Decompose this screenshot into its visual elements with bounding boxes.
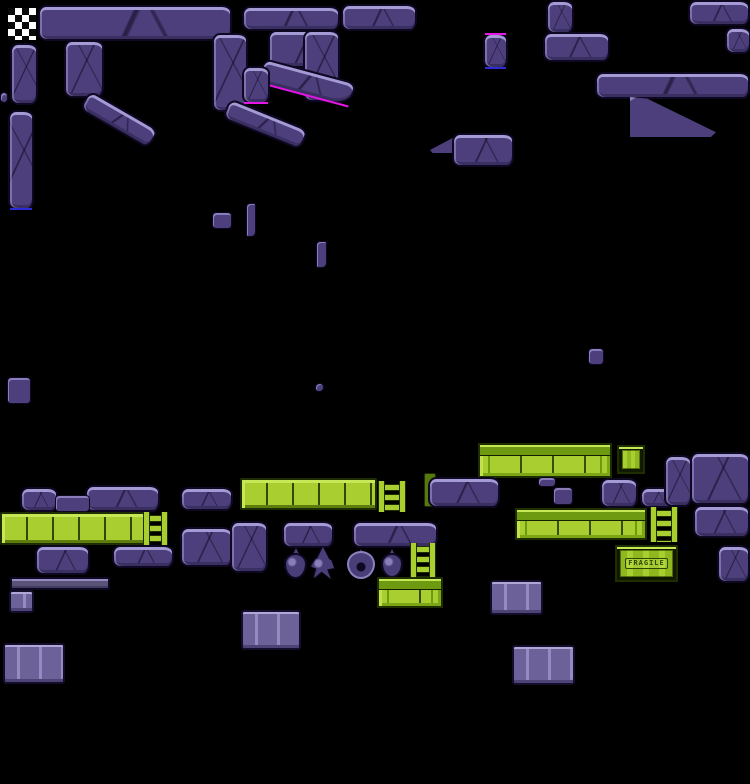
rock-shard-2 <box>316 241 327 268</box>
magenta-marker-line <box>244 102 268 104</box>
rock-boulder-mid <box>452 133 514 167</box>
rock-nub-left-edge <box>0 92 8 103</box>
stone-pillar-right-1 <box>490 580 543 615</box>
rock-strip-marked <box>483 33 508 69</box>
magenta-marker-line <box>485 33 506 35</box>
rock-block-right-1 <box>664 455 692 507</box>
rock-debris-left-edge <box>7 377 31 404</box>
rock-ledge-left-2 <box>85 485 160 512</box>
rock-ledge-far-right <box>693 505 750 538</box>
ladder-center-upper[interactable] <box>378 481 406 512</box>
rock-slope-center <box>221 98 309 151</box>
water-droplet-ringed <box>347 549 375 579</box>
stone-pillar-stub <box>9 590 34 613</box>
rock-connector <box>55 495 90 512</box>
cave-wall-lower <box>8 110 34 210</box>
checkered-flag-tile[interactable] <box>8 8 36 40</box>
plank-platform-center <box>240 478 377 510</box>
rock-floor-left-1 <box>35 545 90 575</box>
rock-pebble-1 <box>315 383 324 392</box>
rock-column-center <box>212 33 248 112</box>
fragile-crate[interactable]: FRAGILE <box>615 545 678 582</box>
wooden-crate-mid[interactable] <box>515 508 647 540</box>
fragile-label: FRAGILE <box>625 558 668 569</box>
rock-platform-top-center <box>341 4 417 31</box>
rock-slope-left <box>79 90 160 150</box>
pillar-cap <box>10 577 110 590</box>
ladder-right[interactable] <box>650 507 678 542</box>
rock-block-center <box>230 521 268 573</box>
rock-block-right-2 <box>690 452 750 505</box>
rock-ledge-center-right <box>428 477 500 508</box>
ladder-center-lower[interactable] <box>410 543 436 577</box>
rock-platform-top-left <box>38 5 232 41</box>
rock-ledge-left-1 <box>20 487 58 512</box>
rock-debris-1 <box>212 212 232 229</box>
rock-ledge-under-crate <box>600 478 638 508</box>
water-droplet-1 <box>284 548 307 579</box>
rock-boulder-right <box>543 32 610 62</box>
water-droplet-cracked <box>311 547 334 579</box>
blue-marker-line <box>10 208 32 210</box>
rock-slope-right <box>630 97 716 137</box>
wooden-crate-small[interactable] <box>377 577 443 608</box>
rock-debris-corner <box>725 27 750 54</box>
rock-platform-right <box>595 72 750 99</box>
wooden-crate-large[interactable] <box>478 443 612 478</box>
rock-shard-1 <box>246 203 256 237</box>
stone-pillar-bottom-left <box>3 643 65 684</box>
rock-platform-top-corner <box>688 0 750 26</box>
rock-column-left <box>64 40 104 98</box>
rock-ceiling-drips-1 <box>282 521 334 548</box>
blue-marker-line <box>485 67 506 69</box>
rock-pebble-3 <box>553 487 573 505</box>
magenta-marker-line <box>259 81 349 108</box>
rock-block-marked <box>242 66 270 104</box>
rock-ceiling-drips-2 <box>352 521 438 548</box>
ladder-left[interactable] <box>143 512 168 545</box>
plank-platform-left <box>0 512 145 545</box>
rock-floor-left-3 <box>180 527 233 567</box>
rock-platform-top-mid <box>242 6 340 31</box>
rock-column-top-right <box>546 0 574 34</box>
cave-wall-upper <box>10 43 38 105</box>
stone-pillar-right-2 <box>512 645 575 685</box>
slatted-crate[interactable] <box>617 445 645 474</box>
stone-pillar-mid <box>241 610 301 650</box>
rock-column-bottom-right <box>717 545 750 583</box>
water-droplet-2 <box>381 549 403 578</box>
rock-ledge-left-3 <box>180 487 233 511</box>
rock-pebble-2 <box>538 477 556 487</box>
rock-cube <box>588 348 604 365</box>
rock-floor-left-2 <box>112 545 174 568</box>
